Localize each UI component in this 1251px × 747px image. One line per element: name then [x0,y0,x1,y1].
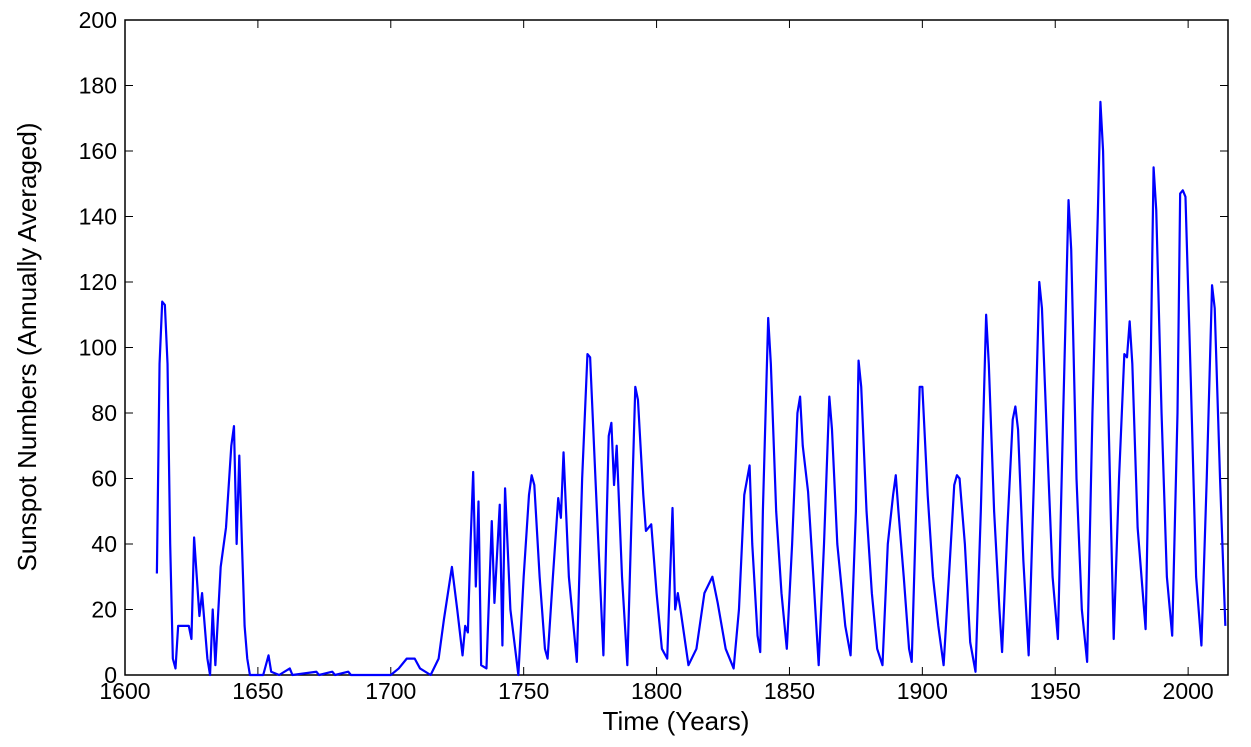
y-tick-label: 20 [91,597,117,623]
y-tick-label: 120 [79,269,117,295]
x-tick-label: 1600 [99,678,150,704]
y-tick-label: 140 [79,204,117,230]
y-tick-label: 180 [79,73,117,99]
y-tick-label: 40 [91,531,117,557]
x-tick-label: 1800 [631,678,682,704]
x-tick-label: 1850 [764,678,815,704]
x-tick-label: 2000 [1163,678,1214,704]
y-tick-label: 0 [104,662,117,688]
y-tick-label: 100 [79,335,117,361]
x-tick-label: 1650 [232,678,283,704]
y-axis-label: Sunspot Numbers (Annually Averaged) [12,123,42,572]
data-line [155,100,1227,677]
y-tick-label: 60 [91,466,117,492]
x-tick-label: 1700 [365,678,416,704]
plot-frame [124,19,1229,676]
x-tick-label: 1950 [1030,678,1081,704]
y-tick-label: 200 [79,7,117,33]
y-tick-label: 160 [79,138,117,164]
y-tick-label: 80 [91,400,117,426]
x-tick-label: 1750 [498,678,549,704]
x-axis-label: Time (Years) [603,706,750,736]
x-tick-label: 1900 [897,678,948,704]
